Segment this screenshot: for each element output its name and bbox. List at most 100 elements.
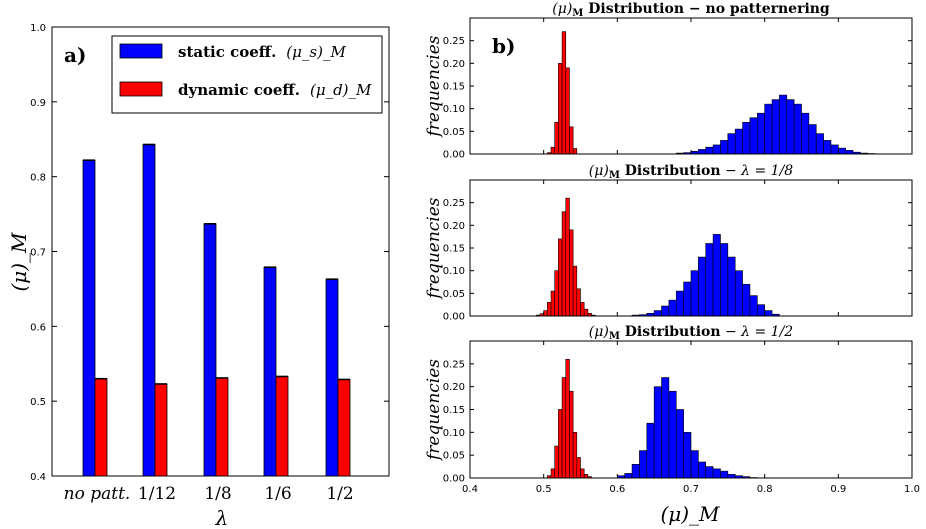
b-xtick-label: 0.5 — [536, 484, 552, 495]
hist-bin-blue — [720, 470, 729, 479]
hist-bin-blue — [808, 124, 817, 155]
b-ytick-label: 0.20 — [443, 221, 465, 232]
panel-a-label: a) — [64, 43, 86, 67]
hist-bin-blue — [646, 422, 655, 479]
hist-bin-blue — [639, 450, 648, 479]
hist-bin-red — [554, 121, 559, 155]
panel-b: 0.000.050.100.150.200.25frequencies(μ)M … — [424, 1, 920, 526]
b-ytick-label: 0.25 — [443, 198, 465, 209]
panel-a-xlabel: λ — [215, 506, 229, 529]
hist-bin-blue — [771, 99, 780, 155]
hist-bin-red — [558, 63, 563, 155]
a-ytick-label: 0.4 — [30, 472, 46, 483]
b-ytick-label: 0.25 — [443, 36, 465, 47]
hist-bin-blue — [631, 463, 640, 479]
b-ylabel: frequencies — [424, 35, 444, 138]
b-ytick-label: 0.15 — [443, 82, 465, 93]
legend-label-dynamic: dynamic coeff. (μ_d)_M — [178, 81, 372, 99]
hist-bin-blue — [838, 147, 846, 155]
hist-bin-blue — [734, 270, 743, 317]
a-ytick-label: 0.7 — [30, 248, 46, 259]
hist-bin-blue — [830, 144, 839, 155]
hist-bin-blue — [727, 474, 736, 479]
hist-bin-blue — [668, 299, 677, 317]
legend-dynamic-name: dynamic coeff. — [178, 81, 300, 99]
bar-dynamic — [94, 378, 108, 477]
hist-bin-red — [550, 146, 556, 155]
b-ytick-label: 0.20 — [443, 382, 465, 393]
histogram-title: (μ)M Distribution − λ = 1/2 — [589, 324, 794, 342]
hist-bin-red — [547, 302, 552, 317]
histogram-title: (μ)M Distribution − λ = 1/8 — [589, 163, 794, 181]
histogram-panel-3: 0.00 0.05 0.10 0.15 0.20 0.25 0.4 0.5 0.6 0.7 0.8 0… — [424, 324, 920, 495]
b-ytick-label: 0.10 — [443, 266, 465, 277]
hist-bin-blue — [756, 304, 765, 317]
hist-bin-blue — [683, 432, 692, 479]
hist-bin-red — [576, 457, 581, 479]
hist-bin-blue — [624, 473, 633, 479]
hist-bin-blue — [734, 128, 743, 155]
hist-bin-blue — [764, 310, 773, 317]
hist-bin-blue — [727, 256, 736, 317]
b-ytick-label: 0.00 — [443, 312, 465, 323]
legend-swatch-static — [119, 43, 163, 59]
hist-bin-blue — [742, 121, 751, 155]
hist-bin-blue — [661, 305, 670, 317]
hist-bin-blue — [675, 290, 684, 317]
legend-static-math: (μ_s)_M — [286, 43, 346, 61]
hist-bin-blue — [705, 146, 714, 155]
bar-static — [263, 266, 277, 477]
hist-bin-red — [572, 265, 578, 317]
hist-bin-red — [543, 310, 548, 317]
b-ytick-label: 0.10 — [443, 104, 465, 115]
b-ytick-label: 0.05 — [443, 451, 465, 462]
hist-bin-blue — [764, 103, 773, 155]
hist-bin-red — [561, 211, 567, 317]
hist-bin-blue — [845, 150, 854, 155]
hist-bin-red — [558, 238, 563, 317]
hist-bin-blue — [815, 133, 824, 155]
b-xtick-label: 0.7 — [683, 484, 699, 495]
b-ylabel: frequencies — [424, 197, 444, 300]
hist-bin-red — [576, 288, 581, 317]
hist-bin-blue — [690, 450, 699, 479]
hist-bin-red — [569, 126, 574, 155]
histogram-frame — [469, 17, 913, 155]
hist-bin-red — [565, 358, 570, 479]
hist-bin-blue — [720, 243, 729, 317]
hist-bin-blue — [801, 112, 810, 155]
hist-bin-blue — [742, 283, 751, 317]
hist-bin-red — [583, 474, 589, 479]
b-xtick-label: 0.9 — [830, 484, 846, 495]
b-ytick-label: 0.15 — [443, 405, 465, 416]
b-ytick-label: 0.10 — [443, 428, 465, 439]
hist-bin-red — [558, 409, 563, 479]
hist-bin-blue — [698, 256, 707, 317]
b-xtick-label: 1.0 — [904, 484, 920, 495]
hist-bin-blue — [712, 144, 721, 155]
legend-static-name: static coeff. — [178, 43, 276, 61]
b-ytick-label: 0.00 — [443, 474, 465, 485]
hist-bin-red — [569, 390, 574, 479]
a-xtick-label: no patt. — [64, 484, 131, 504]
bar-dynamic — [154, 383, 168, 477]
a-xtick-label: 1/8 — [204, 484, 231, 504]
bar-dynamic — [275, 376, 289, 477]
a-ytick-label: 0.9 — [30, 98, 46, 109]
panel-a-ylabel: (μ)_M — [7, 232, 31, 292]
hist-bin-blue — [668, 390, 677, 479]
hist-bin-blue — [653, 386, 662, 479]
bar-dynamic — [215, 377, 229, 477]
hist-bin-blue — [698, 149, 707, 155]
panel-b-label: b) — [492, 34, 515, 58]
a-xtick-label: 1/12 — [138, 484, 176, 504]
bar-static — [82, 159, 96, 477]
hist-bin-red — [565, 197, 570, 317]
hist-bin-red — [561, 31, 567, 155]
hist-bin-blue — [720, 140, 729, 155]
hist-bin-blue — [756, 112, 765, 155]
hist-bin-blue — [727, 133, 736, 155]
hist-bin-blue — [683, 281, 692, 317]
